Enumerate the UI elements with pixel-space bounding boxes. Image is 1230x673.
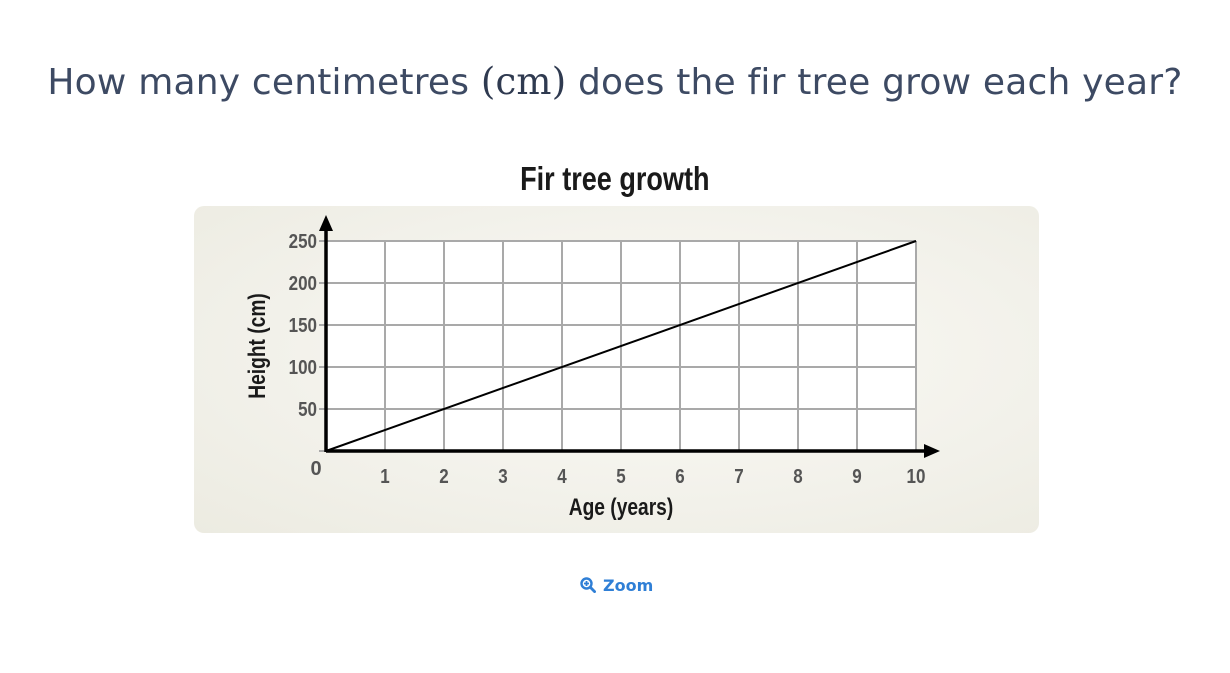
chart-panel: 50 100 150 200 250 1 2 3 4 5 6 7 8 9 10 0 Age (years) Hei…	[194, 206, 1039, 533]
y-tick-label: 100	[289, 356, 317, 379]
x-tick-label: 9	[852, 465, 861, 488]
chart-title: Fir tree growth	[520, 160, 710, 197]
zoom-button[interactable]: Zoom	[580, 574, 653, 596]
x-axis-arrow	[924, 444, 940, 458]
x-tick-label: 4	[557, 465, 567, 488]
x-axis-label: Age (years)	[569, 493, 674, 521]
origin-label: 0	[310, 458, 321, 480]
y-axis-label: Height (cm)	[243, 293, 271, 399]
x-tick-label: 3	[498, 465, 507, 488]
x-tick-label: 1	[380, 465, 389, 488]
x-tick-label: 7	[734, 465, 743, 488]
x-tick-label: 10	[907, 465, 926, 488]
question-text: How many centimetres (cm) does the fir t…	[0, 60, 1230, 103]
y-tick-label: 150	[289, 314, 317, 337]
y-tick-label: 50	[298, 398, 317, 421]
zoom-in-icon	[580, 577, 596, 593]
question-unit: (cm)	[480, 60, 567, 103]
y-tick-label: 250	[289, 230, 317, 253]
x-tick-label: 2	[439, 465, 448, 488]
question-text-after: does the fir tree grow each year?	[566, 62, 1183, 103]
y-tick-label: 200	[289, 272, 317, 295]
series-line	[325, 240, 917, 452]
x-tick-label: 8	[793, 465, 802, 488]
zoom-label: Zoom	[603, 575, 654, 595]
x-tick-label: 5	[616, 465, 625, 488]
y-axis-arrow	[319, 215, 333, 231]
question-text-before: How many centimetres	[47, 62, 481, 103]
x-tick-label: 6	[675, 465, 684, 488]
